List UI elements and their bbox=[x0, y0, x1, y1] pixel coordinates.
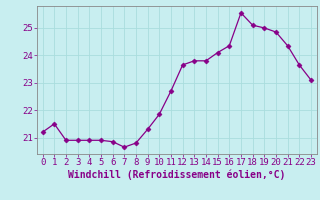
X-axis label: Windchill (Refroidissement éolien,°C): Windchill (Refroidissement éolien,°C) bbox=[68, 170, 285, 180]
